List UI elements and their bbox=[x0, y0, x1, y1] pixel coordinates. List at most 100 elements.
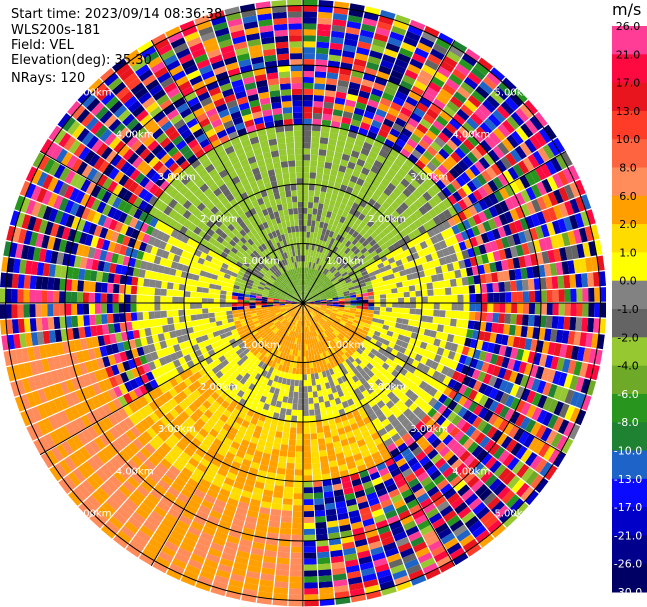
velocity-cell bbox=[287, 372, 292, 380]
velocity-cell bbox=[407, 457, 419, 468]
velocity-cell bbox=[239, 377, 247, 385]
velocity-cell bbox=[517, 160, 530, 175]
velocity-cell bbox=[136, 295, 143, 303]
velocity-cell bbox=[441, 247, 450, 257]
velocity-cell bbox=[264, 327, 271, 333]
velocity-cell bbox=[392, 473, 405, 483]
velocity-cell bbox=[185, 278, 193, 286]
velocity-cell bbox=[269, 312, 276, 316]
velocity-cell bbox=[283, 312, 289, 317]
velocity-cell bbox=[349, 338, 356, 344]
velocity-cell bbox=[468, 311, 476, 321]
velocity-cell bbox=[261, 363, 268, 370]
velocity-cell bbox=[367, 313, 374, 318]
velocity-cell bbox=[47, 290, 54, 303]
velocity-cell bbox=[315, 257, 320, 265]
velocity-cell bbox=[372, 334, 380, 341]
velocity-cell bbox=[381, 536, 395, 546]
velocity-cell bbox=[335, 384, 342, 392]
velocity-cell bbox=[452, 552, 469, 566]
velocity-cell bbox=[249, 300, 256, 303]
velocity-cell bbox=[145, 543, 161, 556]
velocity-cell bbox=[312, 238, 317, 245]
velocity-cell bbox=[113, 386, 123, 398]
velocity-cell bbox=[473, 404, 484, 416]
velocity-cell bbox=[205, 272, 213, 279]
velocity-cell bbox=[126, 459, 139, 472]
velocity-cell bbox=[497, 323, 505, 334]
velocity-cell bbox=[174, 498, 187, 510]
velocity-cell bbox=[593, 271, 600, 287]
velocity-cell bbox=[265, 372, 272, 380]
velocity-cell bbox=[314, 71, 327, 78]
velocity-cell bbox=[103, 334, 111, 346]
velocity-cell bbox=[82, 373, 92, 387]
velocity-cell bbox=[499, 292, 506, 303]
velocity-cell bbox=[220, 442, 231, 452]
velocity-cell bbox=[396, 580, 412, 592]
velocity-cell bbox=[317, 272, 323, 278]
velocity-cell bbox=[139, 463, 152, 476]
velocity-cell bbox=[322, 247, 327, 254]
velocity-cell bbox=[430, 76, 445, 88]
velocity-cell bbox=[284, 321, 289, 328]
velocity-cell bbox=[437, 190, 447, 201]
velocity-cell bbox=[575, 376, 585, 392]
velocity-cell bbox=[259, 347, 266, 354]
velocity-cell bbox=[328, 368, 335, 376]
velocity-cell bbox=[293, 306, 299, 310]
velocity-cell bbox=[276, 425, 284, 433]
velocity-cell bbox=[486, 95, 500, 109]
velocity-cell bbox=[315, 521, 327, 529]
velocity-cell bbox=[313, 316, 318, 323]
velocity-cell bbox=[460, 364, 470, 375]
velocity-cell bbox=[92, 422, 104, 436]
velocity-cell bbox=[223, 341, 231, 348]
velocity-cell bbox=[297, 410, 303, 417]
velocity-cell bbox=[249, 390, 258, 399]
velocity-cell bbox=[205, 433, 216, 443]
velocity-cell bbox=[426, 282, 434, 290]
velocity-cell bbox=[124, 294, 131, 303]
velocity-cell bbox=[312, 474, 322, 482]
velocity-cell bbox=[322, 339, 327, 346]
velocity-cell bbox=[54, 462, 68, 478]
velocity-cell bbox=[440, 483, 453, 495]
velocity-cell bbox=[212, 580, 228, 591]
velocity-cell bbox=[255, 334, 262, 341]
velocity-cell bbox=[438, 148, 450, 160]
velocity-cell bbox=[500, 156, 512, 170]
velocity-cell bbox=[313, 397, 319, 404]
velocity-cell bbox=[50, 343, 59, 357]
velocity-cell bbox=[355, 311, 362, 316]
velocity-cell bbox=[594, 287, 601, 302]
velocity-cell bbox=[168, 398, 179, 408]
velocity-cell bbox=[275, 431, 283, 439]
velocity-cell bbox=[229, 427, 239, 436]
velocity-cell bbox=[343, 293, 350, 297]
velocity-cell bbox=[457, 199, 468, 211]
velocity-cell bbox=[307, 306, 313, 311]
velocity-cell bbox=[379, 266, 387, 273]
velocity-cell bbox=[447, 400, 458, 411]
velocity-cell bbox=[179, 514, 193, 526]
velocity-cell bbox=[304, 285, 307, 292]
velocity-cell bbox=[361, 289, 368, 294]
velocity-cell bbox=[325, 279, 331, 285]
velocity-cell bbox=[150, 351, 159, 361]
velocity-cell bbox=[490, 353, 499, 365]
velocity-cell bbox=[441, 365, 450, 376]
velocity-cell bbox=[261, 324, 269, 329]
velocity-cell bbox=[138, 328, 146, 338]
velocity-cell bbox=[322, 479, 332, 487]
velocity-cell bbox=[527, 153, 540, 169]
velocity-cell bbox=[386, 231, 395, 240]
velocity-cell bbox=[408, 569, 424, 581]
velocity-cell bbox=[280, 318, 286, 323]
velocity-cell bbox=[339, 203, 347, 211]
velocity-cell bbox=[180, 451, 192, 462]
velocity-cell bbox=[408, 314, 416, 321]
velocity-cell bbox=[495, 504, 510, 519]
velocity-cell bbox=[375, 27, 391, 37]
velocity-cell bbox=[149, 319, 157, 328]
